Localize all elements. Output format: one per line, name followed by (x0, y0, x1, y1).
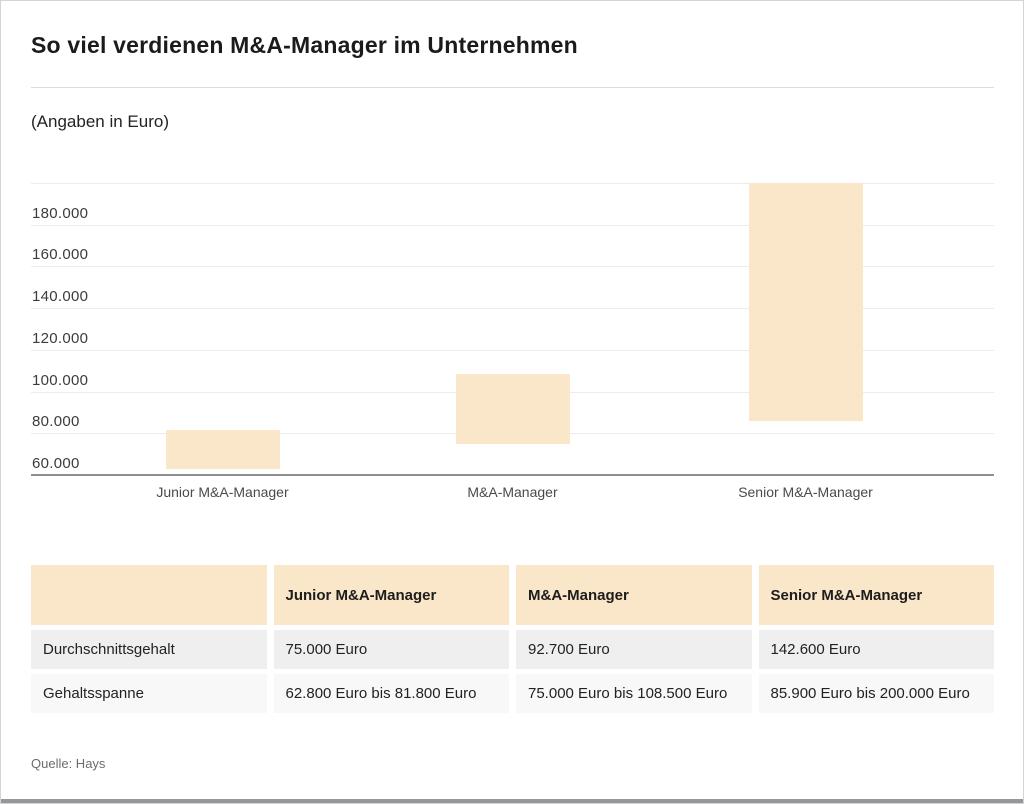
gridline (31, 183, 994, 184)
table-corner-cell (31, 565, 267, 625)
title-divider (31, 87, 994, 88)
salary-range-bar-2 (748, 183, 863, 421)
y-axis-tick-label: 60.000 (32, 455, 80, 472)
y-axis-tick-label: 180.000 (32, 204, 89, 222)
chart-plot: Junior M&A-Manager M&A-Manager Senior M&… (31, 171, 994, 511)
y-axis-tick-label: 100.000 (32, 371, 89, 389)
table-header-senior: Senior M&A-Manager (758, 565, 994, 625)
y-axis-tick-label: 120.000 (32, 329, 89, 347)
gridline (31, 308, 994, 310)
table-cell-range-senior: 85.900 Euro bis 200.000 Euro (758, 674, 994, 713)
row-label-durchschnittsgehalt: Durchschnittsgehalt (31, 630, 267, 669)
gridline (31, 224, 994, 226)
gridline (31, 266, 994, 268)
table-header-manager: M&A-Manager (516, 565, 752, 625)
table-cell-range-junior: 62.800 Euro bis 81.800 Euro (273, 674, 509, 713)
table-cell-avg-manager: 92.700 Euro (516, 630, 752, 669)
y-axis-tick-label: 160.000 (32, 246, 89, 264)
x-axis-line (31, 474, 994, 476)
salary-range-bar-1 (455, 373, 570, 444)
y-axis-tick-label: 80.000 (32, 413, 80, 431)
gridline (31, 349, 994, 351)
row-label-gehaltsspanne: Gehaltsspanne (31, 674, 267, 713)
table-header-junior: Junior M&A-Manager (273, 565, 509, 625)
salary-range-bar-0 (165, 429, 280, 470)
source-label: Quelle: Hays (31, 756, 106, 771)
page-title: So viel verdienen M&A-Manager im Unterne… (31, 32, 578, 58)
x-category-label: Junior M&A-Manager (156, 484, 289, 500)
chart-subtitle: (Angaben in Euro) (31, 112, 169, 131)
x-category-label: Senior M&A-Manager (738, 484, 873, 500)
table-cell-avg-junior: 75.000 Euro (273, 630, 509, 669)
x-category-label: M&A-Manager (467, 484, 558, 500)
bottom-bar (1, 799, 1023, 803)
table-cell-avg-senior: 142.600 Euro (758, 630, 994, 669)
table-cell-range-manager: 75.000 Euro bis 108.500 Euro (516, 674, 752, 713)
y-axis-tick-label: 140.000 (32, 288, 89, 306)
salary-table: Junior M&A-Manager M&A-Manager Senior M&… (31, 565, 994, 713)
